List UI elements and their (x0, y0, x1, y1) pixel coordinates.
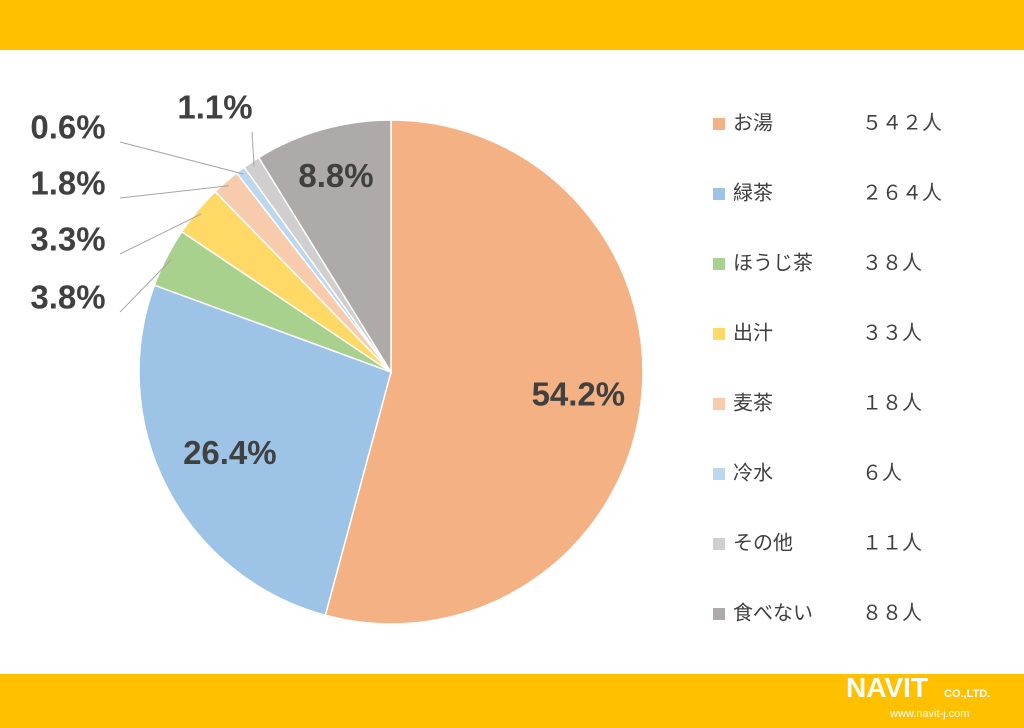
top-band (0, 0, 1024, 50)
legend-swatch (713, 188, 725, 200)
legend-count: ２６４人 (862, 181, 942, 205)
data-label: 26.4% (183, 434, 277, 471)
legend-count: ６人 (862, 461, 902, 485)
legend-label: 出汁 (733, 321, 773, 345)
legend-swatch (713, 468, 725, 480)
pie: 54.2% 26.4% 3.8% 3.3% 1.8% 0.6% 1.1% 8.8% (30, 89, 644, 625)
logo: NAVIT (846, 672, 928, 703)
slice (257, 119, 392, 375)
leader-line (119, 141, 244, 175)
bottom-band (0, 674, 1024, 728)
legend-label: 冷水 (733, 461, 773, 485)
legend-swatch (713, 398, 725, 410)
data-label: 1.1% (177, 89, 252, 126)
legend-count: ５４２人 (862, 111, 942, 135)
data-label: 1.8% (30, 165, 105, 202)
leader-line (251, 131, 255, 167)
logo-suffix: CO.,LTD. (944, 688, 990, 700)
legend-swatch (713, 328, 725, 340)
legend-count: １８人 (862, 391, 922, 415)
data-label: 0.6% (30, 109, 105, 146)
legend-label: ほうじ茶 (733, 251, 813, 275)
data-label: 3.3% (30, 221, 105, 258)
legend-count: １１人 (862, 531, 922, 555)
legend-label: お湯 (733, 111, 773, 135)
legend-swatch (713, 538, 725, 550)
legend-label: その他 (733, 531, 793, 555)
legend-count: ３３人 (862, 321, 922, 345)
data-label: 54.2% (532, 376, 626, 413)
legend-swatch (713, 608, 725, 620)
data-label: 3.8% (30, 279, 105, 316)
legend-label: 食べない (733, 601, 813, 625)
slice (138, 284, 392, 617)
leader-line (119, 213, 202, 255)
legend-label: 麦茶 (733, 391, 773, 415)
legend-swatch (713, 118, 725, 130)
legend-count: ３８人 (862, 251, 922, 275)
leader-line (119, 259, 172, 313)
url: www.navit-j.com (889, 708, 969, 720)
leader-line (119, 185, 229, 199)
legend-swatch (713, 258, 725, 270)
legend-label: 緑茶 (733, 181, 773, 205)
data-label: 8.8% (298, 157, 373, 194)
legend-count: ８８人 (862, 601, 922, 625)
slice (324, 119, 644, 625)
